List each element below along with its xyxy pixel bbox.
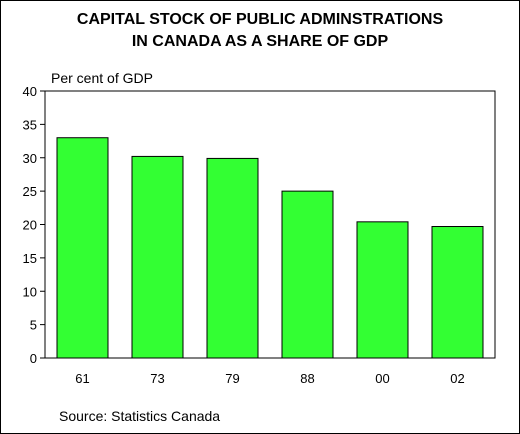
x-tick-label: 61 [75,371,89,386]
bar-61 [56,137,109,359]
bar-series [56,137,484,359]
y-tick-label: 25 [23,184,37,199]
x-tick-label: 02 [450,371,464,386]
x-tick-label: 00 [375,371,389,386]
bar-88 [281,190,334,359]
chart-title-line-1: CAPITAL STOCK OF PUBLIC ADMINSTRATIONS [76,11,444,28]
bar-79 [206,157,259,359]
x-tick-label: 79 [225,371,239,386]
y-tick-label: 40 [23,84,37,99]
bar-73 [131,155,184,359]
source-note: Source: Statistics Canada [59,408,221,424]
y-tick-label: 15 [23,251,37,266]
plot-area [44,90,496,359]
bar-00 [356,221,409,359]
bar-02 [431,226,484,359]
x-tick-label: 73 [150,371,164,386]
chart-title-line-2: IN CANADA AS A SHARE OF GDP [131,33,389,50]
y-tick-label: 5 [30,318,37,333]
y-tick-label: 0 [30,351,37,366]
y-tick-label: 35 [23,117,37,132]
x-tick-label: 88 [300,371,314,386]
y-tick-label: 20 [23,218,37,233]
y-axis-label: Per cent of GDP [51,70,153,86]
x-axis: 61 73 79 88 00 02 [75,371,464,386]
y-tick-label: 30 [23,151,37,166]
y-axis: 0 5 10 15 20 25 30 35 40 [23,84,45,366]
chart-title: CAPITAL STOCK OF PUBLIC ADMINSTRATIONS I… [1,9,519,53]
y-tick-label: 10 [23,284,37,299]
